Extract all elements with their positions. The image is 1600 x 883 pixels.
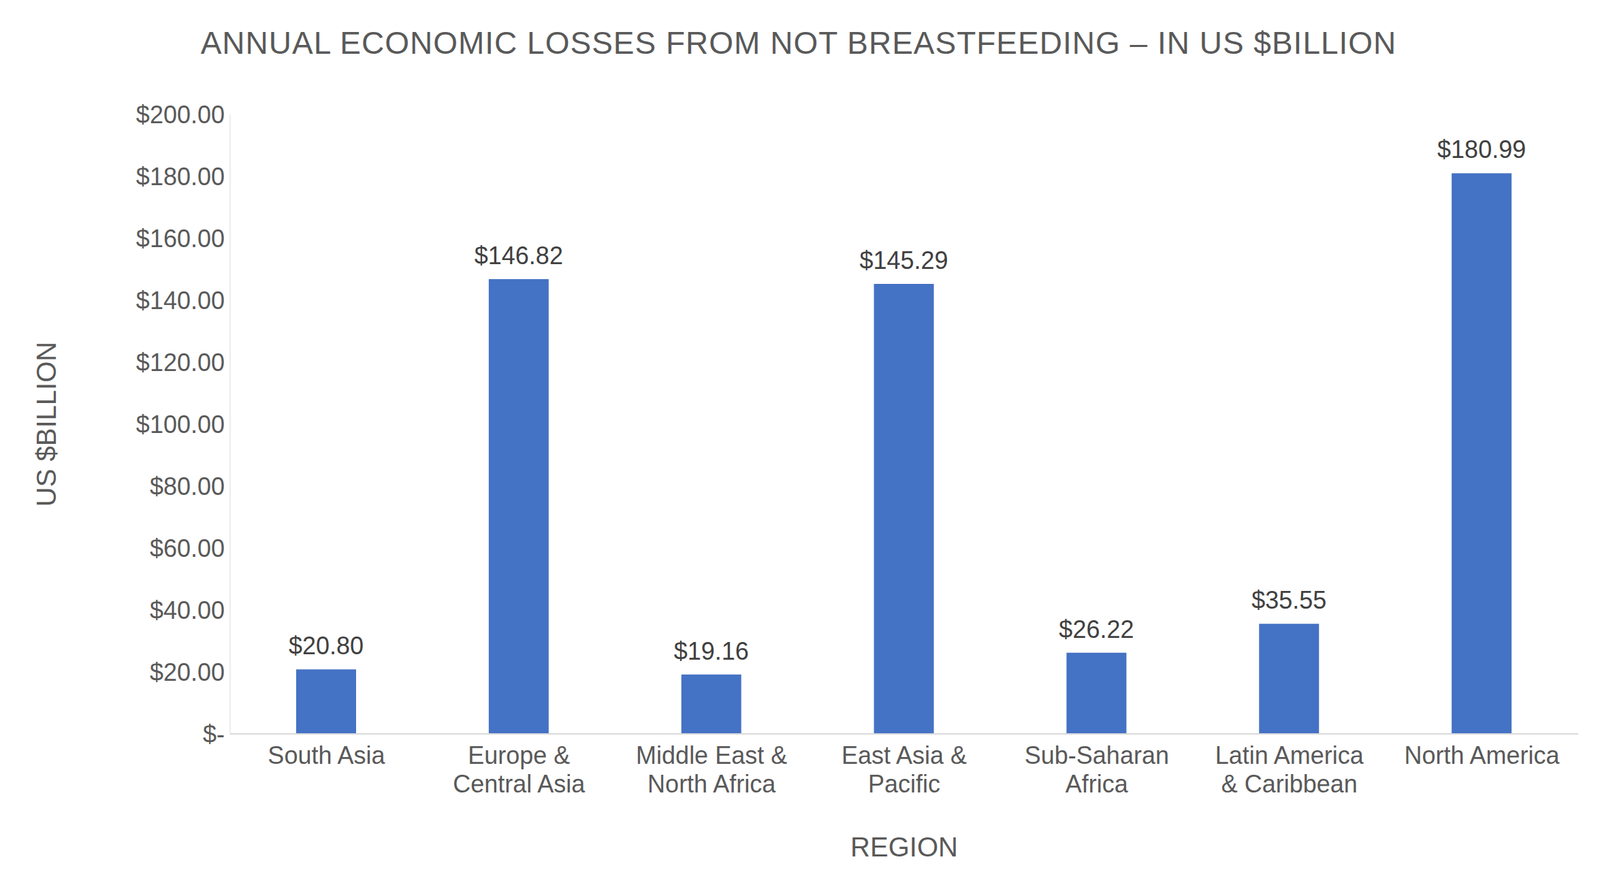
svg-text:$80.00: $80.00 <box>149 472 225 501</box>
svg-text:$200.00: $200.00 <box>136 100 225 129</box>
svg-text:$-: $- <box>202 720 225 749</box>
svg-text:$180.99: $180.99 <box>1437 135 1526 164</box>
svg-text:East Asia &Pacific: East Asia &Pacific <box>841 741 967 798</box>
svg-text:US $BILLION: US $BILLION <box>31 341 62 507</box>
svg-text:$40.00: $40.00 <box>149 596 225 625</box>
svg-text:$20.80: $20.80 <box>288 631 364 660</box>
svg-text:$20.00: $20.00 <box>149 658 225 687</box>
svg-text:$120.00: $120.00 <box>136 348 225 377</box>
svg-text:$146.82: $146.82 <box>474 241 564 270</box>
svg-text:$160.00: $160.00 <box>136 224 225 253</box>
svg-text:Sub-SaharanAfrica: Sub-SaharanAfrica <box>1024 741 1170 798</box>
svg-text:$35.55: $35.55 <box>1251 586 1327 615</box>
svg-text:South Asia: South Asia <box>267 741 386 770</box>
svg-text:$180.00: $180.00 <box>136 162 225 191</box>
svg-text:$26.22: $26.22 <box>1058 615 1134 644</box>
svg-text:Europe &Central Asia: Europe &Central Asia <box>452 741 586 798</box>
svg-text:Latin America& Caribbean: Latin America& Caribbean <box>1215 741 1365 798</box>
svg-text:North America: North America <box>1404 741 1561 770</box>
svg-text:$60.00: $60.00 <box>149 534 225 563</box>
svg-text:$145.29: $145.29 <box>859 246 949 275</box>
svg-text:REGION: REGION <box>850 832 958 862</box>
svg-text:Middle East &North Africa: Middle East &North Africa <box>635 741 788 798</box>
svg-text:$19.16: $19.16 <box>674 637 749 666</box>
svg-text:$140.00: $140.00 <box>136 286 225 315</box>
svg-text:$100.00: $100.00 <box>136 410 225 439</box>
html-text:ANNUAL ECONOMIC LOSSES FROM NO: ANNUAL ECONOMIC LOSSES FROM NOT BREASTFE… <box>200 25 1397 61</box>
